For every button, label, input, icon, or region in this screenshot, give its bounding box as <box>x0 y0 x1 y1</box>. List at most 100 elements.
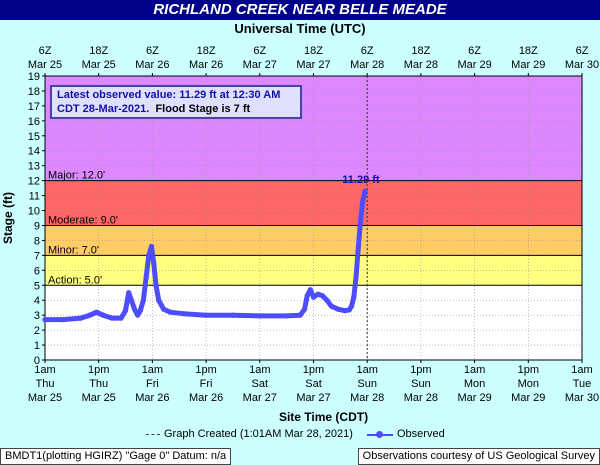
top-x-tick-date: Mar 28 <box>350 59 384 71</box>
observed-point <box>324 297 330 303</box>
observed-point <box>346 307 352 313</box>
observed-point <box>118 315 124 321</box>
x-tick-day: Fri <box>200 378 213 390</box>
observed-point <box>301 306 308 312</box>
top-x-tick-time: 18Z <box>304 45 323 57</box>
top-x-tick-time: 18Z <box>411 45 430 57</box>
top-x-tick-date: Mar 28 <box>404 59 438 71</box>
y-tick-label: 4 <box>34 295 40 307</box>
observed-point <box>87 312 93 318</box>
top-axis-title: Universal Time (UTC) <box>234 21 366 36</box>
observed-point <box>100 312 106 318</box>
y-tick-label: 19 <box>28 71 40 83</box>
y-tick-label: 5 <box>34 280 40 292</box>
footer-credit: Observations courtesy of US Geological S… <box>357 448 600 465</box>
y-tick-label: 9 <box>34 220 40 232</box>
x-tick-day: Tue <box>573 378 592 390</box>
observed-point <box>151 260 157 266</box>
top-x-tick-time: 18Z <box>89 45 108 57</box>
chart-title: RICHLAND CREEK NEAR BELLE MEADE <box>0 0 600 20</box>
x-tick-day: Sun <box>411 378 431 390</box>
observed-point <box>203 312 209 318</box>
x-tick-date: Mar 30 <box>565 392 599 404</box>
threshold-label-moderate: Moderate: 9.0' <box>48 214 118 226</box>
top-x-tick-date: Mar 26 <box>135 59 169 71</box>
observed-point <box>156 297 162 303</box>
observed-legend-dot <box>376 431 383 438</box>
y-tick-label: 11 <box>29 191 40 203</box>
top-x-tick-date: Mar 30 <box>565 59 599 71</box>
y-tick-label: 15 <box>28 131 40 143</box>
observed-point <box>310 294 317 300</box>
x-tick-day: Sun <box>357 378 377 390</box>
y-tick-label: 17 <box>28 101 40 113</box>
observed-point <box>148 243 155 249</box>
latest-value-line2: CDT 28-Mar-2021. <box>57 103 150 115</box>
y-tick-label: 16 <box>28 116 40 128</box>
x-tick-time: 1am <box>249 364 270 376</box>
observed-point <box>78 315 84 321</box>
x-tick-day: Thu <box>36 378 55 390</box>
y-tick-label: 2 <box>34 325 40 337</box>
x-axis-title: Site Time (CDT) <box>279 410 368 424</box>
observed-point <box>131 306 138 312</box>
x-tick-date: Mar 26 <box>189 392 223 404</box>
x-tick-time: 1pm <box>303 364 324 376</box>
y-tick-label: 13 <box>28 161 40 173</box>
x-tick-day: Sat <box>252 378 269 390</box>
top-x-tick-date: Mar 25 <box>28 59 62 71</box>
observed-point <box>160 306 167 312</box>
x-tick-time: 1pm <box>410 364 431 376</box>
graph-created-dash <box>146 434 160 435</box>
observed-point <box>304 293 310 299</box>
threshold-label-minor: Minor: 7.0' <box>48 244 99 256</box>
x-tick-time: 1pm <box>195 364 216 376</box>
observed-point <box>319 293 326 299</box>
x-tick-date: Mar 28 <box>350 392 384 404</box>
x-tick-day: Sat <box>305 378 322 390</box>
top-x-tick-date: Mar 26 <box>189 59 223 71</box>
observed-point <box>167 309 173 315</box>
x-tick-time: 1am <box>142 364 163 376</box>
top-x-tick-date: Mar 27 <box>296 59 330 71</box>
y-tick-label: 1 <box>34 340 40 352</box>
y-tick-label: 8 <box>34 235 40 247</box>
x-tick-day: Mon <box>464 378 485 390</box>
observed-point <box>109 315 115 321</box>
observed-point <box>181 311 187 317</box>
observed-point <box>307 287 313 293</box>
observed-point <box>362 188 368 194</box>
observed-point <box>297 312 303 318</box>
latest-value-line1: Latest observed value: 11.29 ft at 12:30… <box>57 89 281 101</box>
y-axis-title: Stage (ft) <box>1 192 15 244</box>
observed-point <box>342 308 348 314</box>
y-tick-label: 0 <box>34 355 40 367</box>
observed-legend-label: Observed <box>397 428 445 440</box>
observed-point <box>153 282 159 288</box>
observed-point <box>315 291 321 297</box>
top-x-tick-time: 6Z <box>576 45 589 57</box>
y-tick-label: 10 <box>28 206 40 218</box>
observed-point <box>126 290 132 296</box>
top-x-tick-date: Mar 25 <box>82 59 116 71</box>
x-tick-date: Mar 27 <box>296 392 330 404</box>
top-x-tick-time: 6Z <box>39 45 52 57</box>
flood-stage-note: Flood Stage is 7 ft <box>155 103 251 115</box>
latest-value-label: 11.29 ft <box>342 174 380 186</box>
latest-value-box: Latest observed value: 11.29 ft at 12:30… <box>50 85 302 119</box>
y-tick-label: 7 <box>34 250 40 262</box>
x-tick-time: 1pm <box>88 364 109 376</box>
observed-point <box>353 275 359 281</box>
observed-point <box>42 317 48 323</box>
x-tick-date: Mar 25 <box>82 392 116 404</box>
observed-point <box>146 252 152 258</box>
observed-point <box>137 308 143 314</box>
observed-point <box>140 297 147 303</box>
top-x-tick-date: Mar 29 <box>457 59 491 71</box>
x-tick-date: Mar 26 <box>135 392 169 404</box>
observed-point <box>93 309 100 315</box>
observed-point <box>360 198 366 205</box>
observed-point <box>284 313 290 319</box>
x-tick-time: 1pm <box>518 364 539 376</box>
x-tick-date: Mar 29 <box>457 392 491 404</box>
